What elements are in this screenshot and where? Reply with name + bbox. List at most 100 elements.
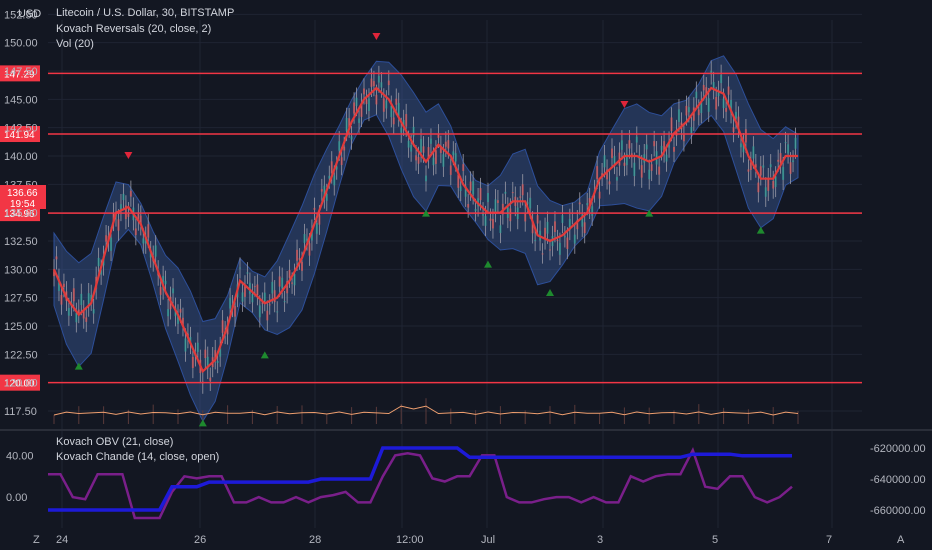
candle-body[interactable] bbox=[484, 216, 487, 226]
candle-body[interactable] bbox=[437, 134, 440, 138]
candle-body[interactable] bbox=[82, 310, 85, 319]
candle-body[interactable] bbox=[127, 212, 130, 217]
candle-body[interactable] bbox=[278, 276, 281, 287]
candle-body[interactable] bbox=[467, 204, 470, 208]
candle-body[interactable] bbox=[330, 161, 333, 174]
candle-body[interactable] bbox=[385, 100, 388, 109]
candle-body[interactable] bbox=[457, 174, 460, 188]
candle-body[interactable] bbox=[707, 98, 710, 112]
candle-body[interactable] bbox=[749, 161, 752, 171]
candle-body[interactable] bbox=[459, 186, 462, 191]
candle-body[interactable] bbox=[712, 82, 715, 90]
candle-body[interactable] bbox=[615, 177, 618, 181]
candle-body[interactable] bbox=[119, 204, 122, 211]
candle-body[interactable] bbox=[769, 164, 772, 168]
candle-body[interactable] bbox=[687, 107, 690, 113]
candle-body[interactable] bbox=[628, 140, 631, 149]
candle-body[interactable] bbox=[509, 208, 512, 222]
candle-body[interactable] bbox=[219, 347, 222, 357]
candle-body[interactable] bbox=[261, 302, 264, 304]
candle-body[interactable] bbox=[72, 288, 75, 302]
candle-body[interactable] bbox=[296, 249, 299, 261]
candle-body[interactable] bbox=[206, 356, 209, 369]
candle-body[interactable] bbox=[298, 258, 301, 260]
candle-body[interactable] bbox=[549, 249, 551, 251]
candle-body[interactable] bbox=[682, 134, 685, 142]
horizontal-levels[interactable]: 147.29 141.94 134.96 120.00 bbox=[0, 65, 862, 391]
candle-body[interactable] bbox=[134, 228, 137, 236]
candle-body[interactable] bbox=[596, 166, 599, 179]
candle-body[interactable] bbox=[122, 193, 125, 201]
candle-body[interactable] bbox=[412, 126, 415, 137]
candle-body[interactable] bbox=[546, 221, 549, 234]
candle-body[interactable] bbox=[705, 87, 708, 95]
candle-body[interactable] bbox=[772, 180, 775, 189]
sub-pane[interactable] bbox=[0, 429, 932, 520]
candle-body[interactable] bbox=[568, 218, 571, 230]
candle-body[interactable] bbox=[611, 148, 613, 158]
candle-body[interactable] bbox=[677, 109, 680, 122]
candle-body[interactable] bbox=[246, 272, 249, 274]
candle-body[interactable] bbox=[420, 138, 423, 153]
candle-body[interactable] bbox=[710, 70, 713, 75]
candle-body[interactable] bbox=[177, 314, 179, 324]
candle-body[interactable] bbox=[529, 197, 532, 209]
candle-body[interactable] bbox=[67, 308, 70, 316]
candle-body[interactable] bbox=[635, 136, 638, 143]
candle-body[interactable] bbox=[370, 78, 373, 87]
candle-body[interactable] bbox=[90, 294, 93, 301]
candle-body[interactable] bbox=[417, 156, 420, 164]
candle-body[interactable] bbox=[697, 109, 700, 116]
candle-body[interactable] bbox=[613, 156, 616, 164]
candle-body[interactable] bbox=[720, 74, 723, 84]
candle-body[interactable] bbox=[159, 287, 162, 295]
candle-body[interactable] bbox=[789, 162, 792, 174]
candle-body[interactable] bbox=[700, 101, 703, 113]
candle-body[interactable] bbox=[400, 127, 403, 133]
candle-body[interactable] bbox=[759, 166, 762, 176]
candle-body[interactable] bbox=[690, 127, 693, 134]
candle-body[interactable] bbox=[422, 146, 425, 153]
candle-body[interactable] bbox=[343, 146, 346, 151]
candle-body[interactable] bbox=[735, 111, 737, 119]
candle-body[interactable] bbox=[392, 117, 395, 125]
candle-body[interactable] bbox=[499, 225, 502, 233]
candle-body[interactable] bbox=[521, 184, 524, 196]
candle-body[interactable] bbox=[124, 205, 127, 220]
candle-body[interactable] bbox=[553, 221, 556, 233]
candle-body[interactable] bbox=[536, 215, 539, 224]
candle-body[interactable] bbox=[305, 238, 308, 241]
candle-body[interactable] bbox=[360, 103, 363, 117]
candle-body[interactable] bbox=[695, 91, 698, 99]
candle-body[interactable] bbox=[794, 137, 797, 149]
candle-body[interactable] bbox=[315, 223, 318, 234]
candle-body[interactable] bbox=[526, 202, 529, 204]
candle-body[interactable] bbox=[372, 81, 375, 87]
candle-body[interactable] bbox=[382, 98, 385, 112]
candle-body[interactable] bbox=[402, 119, 405, 126]
candle-body[interactable] bbox=[660, 145, 663, 151]
candle-body[interactable] bbox=[487, 193, 489, 203]
candle-body[interactable] bbox=[779, 153, 782, 164]
candle-body[interactable] bbox=[325, 193, 328, 201]
candle-body[interactable] bbox=[253, 286, 256, 288]
candle-body[interactable] bbox=[774, 176, 777, 187]
candle-body[interactable] bbox=[276, 311, 279, 313]
candle-body[interactable] bbox=[142, 238, 145, 244]
candle-body[interactable] bbox=[496, 200, 499, 203]
candle-body[interactable] bbox=[432, 157, 435, 166]
candle-body[interactable] bbox=[308, 243, 311, 256]
candle-body[interactable] bbox=[154, 245, 157, 257]
candle-body[interactable] bbox=[454, 153, 457, 162]
timezone-icon[interactable]: Z bbox=[33, 534, 40, 546]
candle-body[interactable] bbox=[425, 175, 427, 182]
candle-body[interactable] bbox=[566, 237, 569, 249]
candle-body[interactable] bbox=[573, 234, 576, 244]
candle-body[interactable] bbox=[137, 213, 140, 221]
candle-body[interactable] bbox=[397, 102, 400, 117]
candle-body[interactable] bbox=[234, 306, 237, 317]
candle-body[interactable] bbox=[57, 278, 60, 291]
candle-body[interactable] bbox=[335, 166, 338, 170]
candle-body[interactable] bbox=[112, 213, 115, 221]
